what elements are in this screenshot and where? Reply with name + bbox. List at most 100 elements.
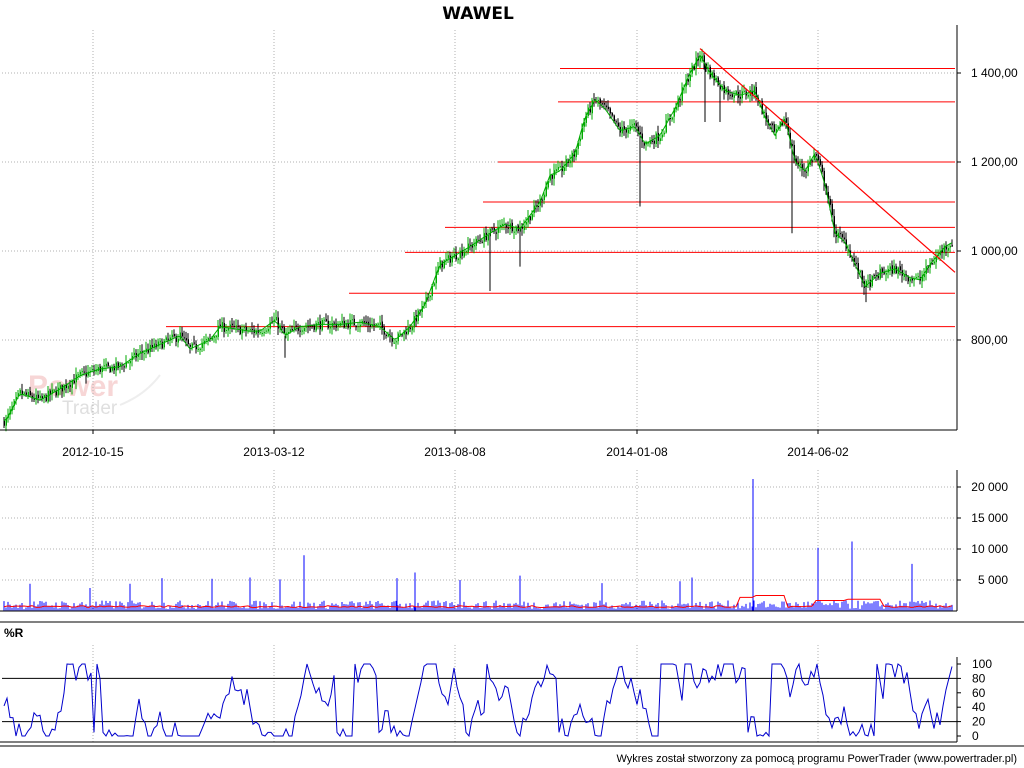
candle-body xyxy=(601,103,603,105)
candle-body xyxy=(243,326,245,329)
volume-bars xyxy=(3,478,953,611)
candle-body xyxy=(609,108,611,114)
price-y-label-3: 1 400,00 xyxy=(971,66,1018,80)
candle-body xyxy=(43,394,45,398)
candle-body xyxy=(951,245,953,247)
candle-body xyxy=(331,323,333,328)
candle-body xyxy=(213,336,215,338)
candle-body xyxy=(909,278,911,282)
candle-body xyxy=(255,330,257,334)
candle-body xyxy=(377,323,379,325)
candle-body xyxy=(521,226,523,229)
candle-body xyxy=(743,90,745,92)
candle-body xyxy=(947,248,949,251)
footer-credit: Wykres został stworzony za pomocą progra… xyxy=(616,753,1017,765)
candle-body xyxy=(655,133,657,144)
candle-body xyxy=(191,343,193,348)
candle-body xyxy=(875,274,877,276)
candle-body xyxy=(459,250,461,259)
candle-body xyxy=(315,323,317,331)
candle-body xyxy=(385,334,387,337)
candle-body xyxy=(659,138,661,142)
candle-body xyxy=(463,251,465,257)
axes: 2012-10-15 2013-03-12 2013-08-08 2014-01-08… xyxy=(0,25,1024,747)
candle-body xyxy=(225,329,227,331)
candle-body xyxy=(57,387,59,396)
candle-body xyxy=(335,323,337,328)
candle-body xyxy=(449,255,451,263)
candle-body xyxy=(917,276,919,278)
candle-body xyxy=(39,395,41,399)
candle-body xyxy=(159,340,161,343)
candle-body xyxy=(161,341,163,349)
candle-body xyxy=(179,332,181,340)
candle-body xyxy=(543,194,545,201)
candle-body xyxy=(313,325,315,330)
candle-body xyxy=(607,106,609,110)
candle-body xyxy=(25,392,27,395)
candle-body xyxy=(651,140,653,142)
vol-y-label-1: 15 000 xyxy=(971,511,1008,525)
candle-body xyxy=(83,371,85,373)
candle-body xyxy=(513,231,515,233)
candle-body xyxy=(939,250,941,256)
candle-body xyxy=(147,349,149,353)
candle-body xyxy=(763,111,765,114)
candle-body xyxy=(193,342,195,344)
candle-body xyxy=(307,326,309,328)
candle-body xyxy=(681,87,683,102)
candle-body xyxy=(695,57,697,69)
candle-body xyxy=(55,391,57,396)
candle-body xyxy=(183,337,185,339)
candle-body xyxy=(113,366,115,371)
candle-body xyxy=(881,268,883,273)
candle-body xyxy=(477,239,479,241)
candle-body xyxy=(623,126,625,130)
candle-body xyxy=(491,228,493,230)
candle-body xyxy=(441,261,443,268)
candle-body xyxy=(347,322,349,328)
candle-body xyxy=(439,260,441,269)
candle-body xyxy=(913,278,915,281)
candle-body xyxy=(903,274,905,277)
candle-body xyxy=(855,262,857,264)
candle-body xyxy=(109,366,111,372)
candle-body xyxy=(29,390,31,396)
candle-body xyxy=(541,199,543,201)
candle-body xyxy=(279,325,281,329)
candle-body xyxy=(809,160,811,165)
candle-body xyxy=(669,117,671,120)
candle-body xyxy=(305,326,307,328)
candle-body xyxy=(407,326,409,335)
candle-body xyxy=(285,332,287,334)
wr-y-label-5: 0 xyxy=(972,729,979,743)
candle-body xyxy=(557,166,559,170)
candle-body xyxy=(15,396,17,401)
candle-body xyxy=(611,113,613,116)
candle-body xyxy=(571,152,573,162)
candle-body xyxy=(49,390,51,395)
candle-body xyxy=(821,164,823,172)
candle-body xyxy=(125,362,127,368)
candle-body xyxy=(663,132,665,135)
candle-body xyxy=(807,164,809,172)
candle-body xyxy=(643,142,645,146)
candle-body xyxy=(553,170,555,179)
candle-body xyxy=(699,58,701,62)
candle-body xyxy=(555,169,557,172)
candle-body xyxy=(599,98,601,104)
wr-y-label-1: 80 xyxy=(972,671,986,685)
candle-body xyxy=(507,227,509,229)
candle-body xyxy=(907,276,909,282)
candle-body xyxy=(369,324,371,327)
candle-body xyxy=(787,123,789,132)
candle-body xyxy=(771,123,773,126)
candle-body xyxy=(921,276,923,282)
candle-body xyxy=(799,163,801,166)
candle-body xyxy=(791,144,793,146)
candle-body xyxy=(671,117,673,120)
candle-body xyxy=(667,118,669,120)
x-tick-label-1: 2013-03-12 xyxy=(243,445,305,459)
candle-body xyxy=(647,142,649,144)
